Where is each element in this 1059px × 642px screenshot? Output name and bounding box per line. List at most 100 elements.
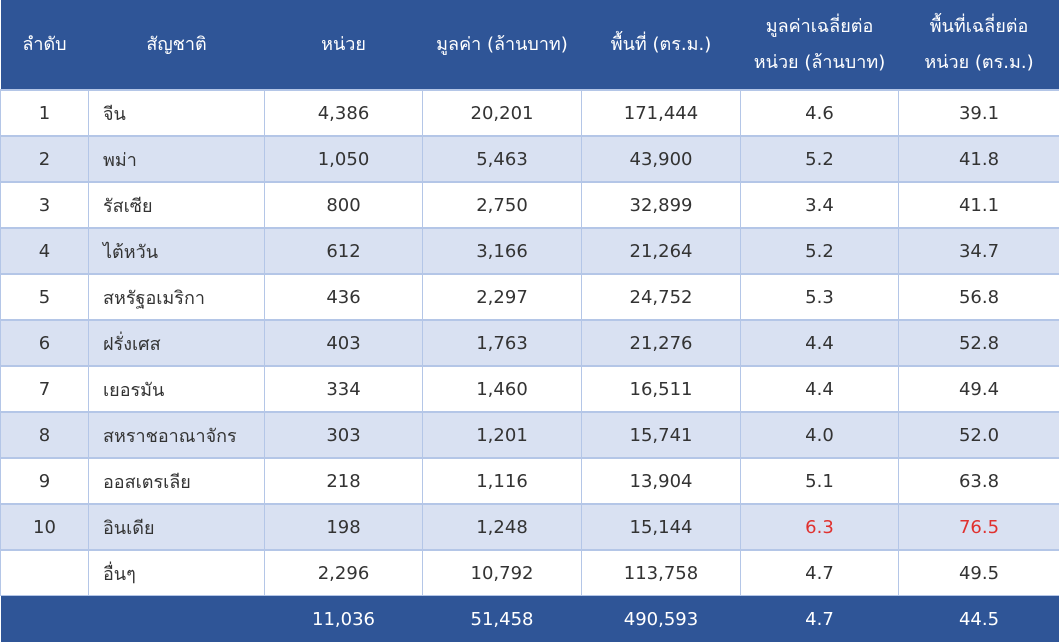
- cell-units: 800: [265, 182, 423, 228]
- total-avg-area: 44.5: [899, 596, 1059, 642]
- cell-area: 21,276: [582, 320, 741, 366]
- header-avg-value: มูลค่าเฉลี่ยต่อหน่วย (ล้านบาท): [741, 0, 899, 90]
- cell-area: 15,144: [582, 504, 741, 550]
- cell-avg-value: 4.6: [741, 90, 899, 136]
- cell-avg-value: 5.3: [741, 274, 899, 320]
- cell-rank: 10: [1, 504, 89, 550]
- cell-units: 612: [265, 228, 423, 274]
- total-row: 11,036 51,458 490,593 4.7 44.5: [1, 596, 1059, 642]
- cell-units: 403: [265, 320, 423, 366]
- cell-area: 16,511: [582, 366, 741, 412]
- cell-units: 334: [265, 366, 423, 412]
- cell-rank: 1: [1, 90, 89, 136]
- cell-units: 198: [265, 504, 423, 550]
- total-nationality: [89, 596, 265, 642]
- cell-rank: [1, 550, 89, 596]
- cell-units: 4,386: [265, 90, 423, 136]
- cell-nationality: ออสเตรเลีย: [89, 458, 265, 504]
- cell-nationality: อินเดีย: [89, 504, 265, 550]
- header-avg-area-line1: พื้นที่เฉลี่ยต่อ: [899, 9, 1059, 45]
- cell-value: 1,116: [423, 458, 582, 504]
- cell-rank: 6: [1, 320, 89, 366]
- cell-avg-value: 4.4: [741, 366, 899, 412]
- cell-avg-value: 5.2: [741, 136, 899, 182]
- cell-avg-area: 41.8: [899, 136, 1059, 182]
- cell-nationality: จีน: [89, 90, 265, 136]
- cell-avg-value: 4.7: [741, 550, 899, 596]
- cell-rank: 9: [1, 458, 89, 504]
- total-value: 51,458: [423, 596, 582, 642]
- cell-value: 1,248: [423, 504, 582, 550]
- cell-avg-area: 52.0: [899, 412, 1059, 458]
- cell-avg-area: 63.8: [899, 458, 1059, 504]
- cell-avg-area: 56.8: [899, 274, 1059, 320]
- header-nationality: สัญชาติ: [89, 0, 265, 90]
- cell-rank: 5: [1, 274, 89, 320]
- cell-nationality: รัสเซีย: [89, 182, 265, 228]
- cell-area: 43,900: [582, 136, 741, 182]
- header-value: มูลค่า (ล้านบาท): [423, 0, 582, 90]
- cell-avg-area: 34.7: [899, 228, 1059, 274]
- header-avg-area-line2: หน่วย (ตร.ม.): [899, 45, 1059, 81]
- total-avg-value: 4.7: [741, 596, 899, 642]
- cell-value: 2,750: [423, 182, 582, 228]
- cell-value: 5,463: [423, 136, 582, 182]
- cell-avg-area: 39.1: [899, 90, 1059, 136]
- cell-units: 218: [265, 458, 423, 504]
- cell-rank: 4: [1, 228, 89, 274]
- cell-value: 3,166: [423, 228, 582, 274]
- cell-avg-value: 5.1: [741, 458, 899, 504]
- cell-area: 24,752: [582, 274, 741, 320]
- cell-avg-area: 76.5: [899, 504, 1059, 550]
- cell-avg-value: 4.4: [741, 320, 899, 366]
- cell-nationality: ฝรั่งเศส: [89, 320, 265, 366]
- cell-value: 1,763: [423, 320, 582, 366]
- cell-units: 436: [265, 274, 423, 320]
- cell-nationality: ไต้หวัน: [89, 228, 265, 274]
- cell-area: 113,758: [582, 550, 741, 596]
- cell-area: 32,899: [582, 182, 741, 228]
- cell-nationality: อื่นๆ: [89, 550, 265, 596]
- cell-value: 1,460: [423, 366, 582, 412]
- total-area: 490,593: [582, 596, 741, 642]
- cell-avg-value: 5.2: [741, 228, 899, 274]
- cell-units: 1,050: [265, 136, 423, 182]
- cell-avg-area: 41.1: [899, 182, 1059, 228]
- cell-area: 15,741: [582, 412, 741, 458]
- cell-area: 13,904: [582, 458, 741, 504]
- header-area: พื้นที่ (ตร.ม.): [582, 0, 741, 90]
- cell-area: 171,444: [582, 90, 741, 136]
- cell-nationality: สหรัฐอเมริกา: [89, 274, 265, 320]
- cell-avg-value: 6.3: [741, 504, 899, 550]
- header-row: ลำดับ สัญชาติ หน่วย มูลค่า (ล้านบาท) พื้…: [1, 0, 1059, 90]
- cell-avg-value: 3.4: [741, 182, 899, 228]
- header-units: หน่วย: [265, 0, 423, 90]
- cell-avg-value: 4.0: [741, 412, 899, 458]
- total-rank: [1, 596, 89, 642]
- cell-value: 20,201: [423, 90, 582, 136]
- header-avg-area: พื้นที่เฉลี่ยต่อหน่วย (ตร.ม.): [899, 0, 1059, 90]
- cell-nationality: เยอรมัน: [89, 366, 265, 412]
- cell-units: 2,296: [265, 550, 423, 596]
- header-avg-value-line1: มูลค่าเฉลี่ยต่อ: [741, 9, 899, 45]
- cell-avg-area: 52.8: [899, 320, 1059, 366]
- cell-units: 303: [265, 412, 423, 458]
- cell-value: 2,297: [423, 274, 582, 320]
- cell-rank: 7: [1, 366, 89, 412]
- cell-area: 21,264: [582, 228, 741, 274]
- header-avg-value-line2: หน่วย (ล้านบาท): [741, 45, 899, 81]
- cell-avg-area: 49.4: [899, 366, 1059, 412]
- cell-nationality: สหราชอาณาจักร: [89, 412, 265, 458]
- cell-value: 1,201: [423, 412, 582, 458]
